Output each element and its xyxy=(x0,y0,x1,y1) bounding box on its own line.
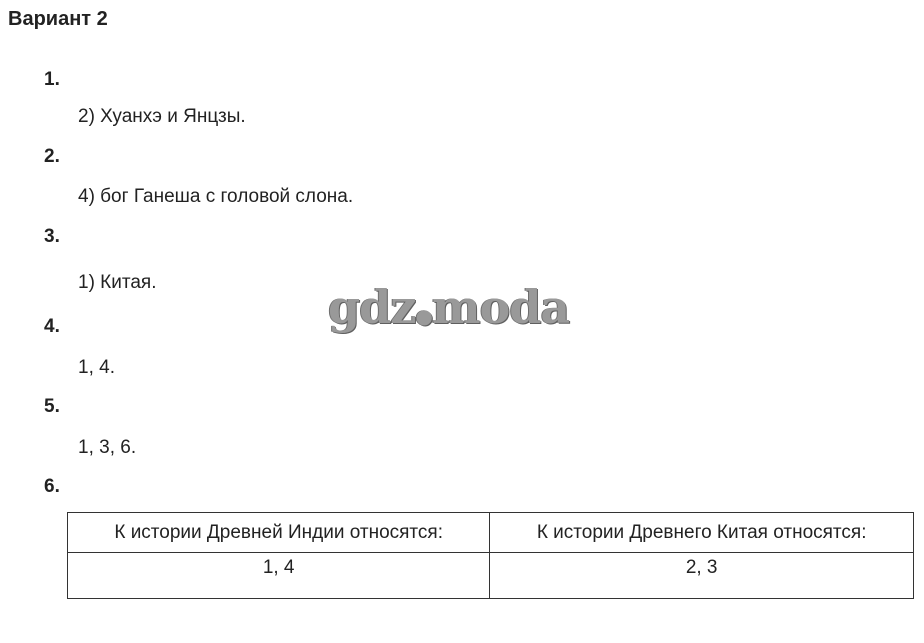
watermark-logo: gdz●moda xyxy=(328,280,570,334)
answer-text: 1, 4. xyxy=(78,357,115,378)
table-header-row: К истории Древней Индии относятся: К ист… xyxy=(66,512,914,553)
question-number: 3. xyxy=(44,226,60,247)
table-cell: 1, 4 xyxy=(66,552,491,599)
page-title: Вариант 2 xyxy=(8,8,108,30)
table-cell: 2, 3 xyxy=(489,552,914,599)
answer-text: 2) Хуанхэ и Янцзы. xyxy=(78,106,246,127)
answer-table: К истории Древней Индии относятся: К ист… xyxy=(66,512,914,599)
question-number: 4. xyxy=(44,316,60,337)
table-header-cell: К истории Древней Индии относятся: xyxy=(66,512,491,553)
answer-text: 4) бог Ганеша с головой слона. xyxy=(78,186,354,207)
question-number: 6. xyxy=(44,476,60,497)
question-number: 2. xyxy=(44,146,60,167)
answer-text: 1) Китая. xyxy=(78,272,157,293)
question-number: 1. xyxy=(44,69,60,90)
question-number: 5. xyxy=(44,396,60,417)
answer-text: 1, 3, 6. xyxy=(78,437,137,458)
table-header-cell: К истории Древнего Китая относятся: xyxy=(489,512,914,553)
table-row: 1, 4 2, 3 xyxy=(66,552,914,599)
